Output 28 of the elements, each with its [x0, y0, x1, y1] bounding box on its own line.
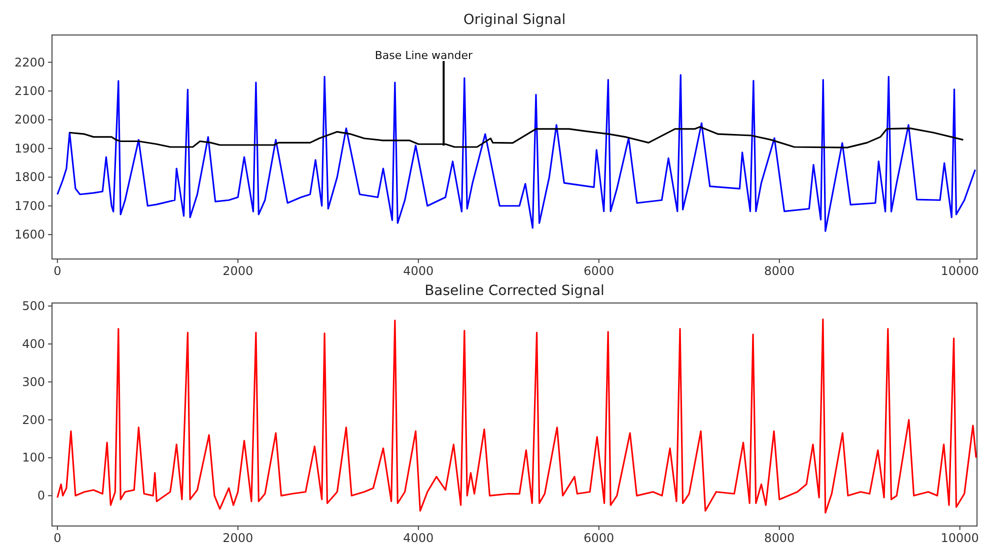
- chart-title: Original Signal: [463, 12, 566, 28]
- x-tick-label: 0: [54, 531, 62, 545]
- x-tick-label: 4000: [403, 531, 434, 545]
- x-tick-label: 0: [54, 264, 62, 278]
- x-tick-label: 4000: [403, 264, 434, 278]
- x-tick-label: 8000: [764, 531, 795, 545]
- chart-title: Baseline Corrected Signal: [424, 283, 604, 299]
- y-tick-label: 0: [37, 488, 45, 503]
- y-tick-label: 200: [22, 412, 45, 427]
- annotation: Base Line wander: [374, 49, 473, 62]
- y-tick-label: 2200: [14, 55, 45, 70]
- x-tick-label: 10000: [940, 264, 979, 278]
- y-tick-label: 100: [22, 450, 45, 465]
- y-tick-label: 300: [22, 374, 45, 389]
- y-tick-label: 1800: [14, 170, 45, 184]
- x-tick-label: 2000: [222, 531, 254, 545]
- x-tick-label: 2000: [222, 264, 254, 278]
- y-tick-label: 2100: [14, 84, 45, 98]
- y-tick-label: 500: [22, 299, 45, 314]
- y-tick-label: 1900: [14, 141, 45, 156]
- y-tick-label: 1700: [14, 198, 45, 213]
- x-tick-label: 10000: [940, 531, 979, 545]
- x-tick-label: 6000: [584, 264, 614, 278]
- x-tick-label: 6000: [584, 531, 614, 545]
- y-tick-label: 400: [22, 336, 45, 351]
- y-tick-label: 1600: [14, 228, 45, 242]
- x-tick-label: 8000: [764, 264, 795, 278]
- y-tick-label: 2000: [14, 112, 45, 127]
